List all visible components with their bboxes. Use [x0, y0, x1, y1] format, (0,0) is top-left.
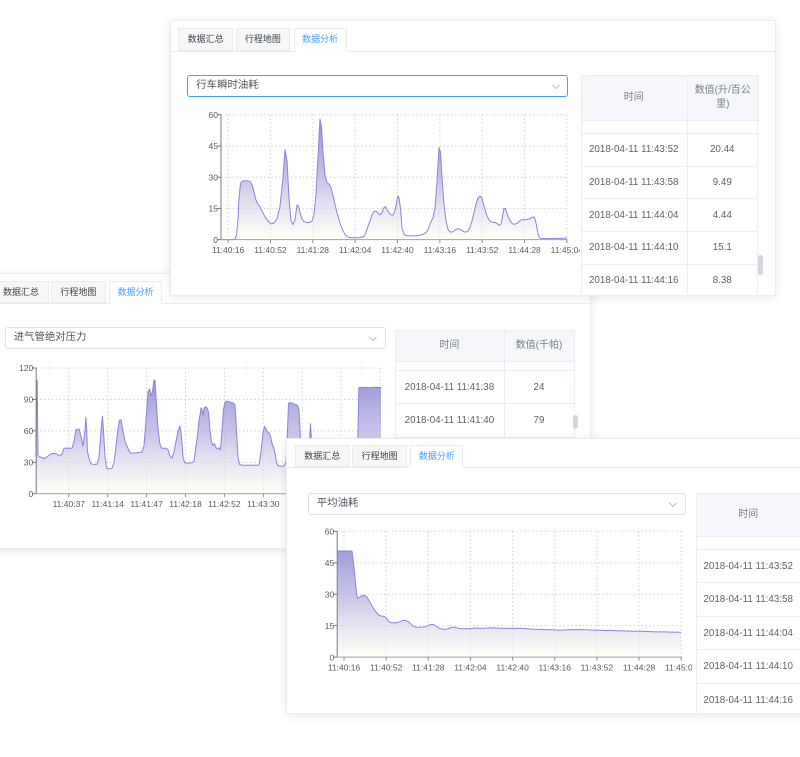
svg-text:30: 30	[24, 458, 34, 468]
svg-text:11:40:16: 11:40:16	[328, 662, 361, 672]
svg-text:11:40:16: 11:40:16	[212, 245, 245, 255]
svg-text:11:45:04: 11:45:04	[665, 662, 692, 672]
svg-text:30: 30	[325, 589, 335, 599]
svg-text:11:42:18: 11:42:18	[169, 499, 202, 509]
svg-text:11:45:04: 11:45:04	[551, 245, 580, 255]
svg-text:11:42:40: 11:42:40	[496, 662, 529, 672]
svg-text:11:43:30: 11:43:30	[247, 499, 280, 509]
svg-text:45: 45	[325, 558, 335, 568]
svg-text:11:43:52: 11:43:52	[581, 662, 614, 672]
svg-text:30: 30	[209, 172, 219, 182]
svg-text:0: 0	[28, 489, 33, 499]
svg-text:15: 15	[209, 204, 219, 214]
svg-text:11:42:52: 11:42:52	[208, 499, 241, 509]
svg-text:11:43:16: 11:43:16	[424, 245, 457, 255]
svg-text:45: 45	[209, 141, 219, 151]
svg-text:11:44:28: 11:44:28	[508, 245, 541, 255]
svg-text:90: 90	[24, 395, 34, 405]
svg-text:11:40:52: 11:40:52	[254, 245, 287, 255]
svg-text:11:40:37: 11:40:37	[53, 499, 86, 509]
svg-text:11:41:14: 11:41:14	[91, 499, 124, 509]
svg-text:11:44:28: 11:44:28	[623, 662, 656, 672]
svg-text:60: 60	[24, 426, 34, 436]
svg-text:11:42:04: 11:42:04	[339, 245, 372, 255]
svg-text:15: 15	[325, 621, 335, 631]
svg-text:11:42:40: 11:42:40	[381, 245, 414, 255]
svg-text:11:40:52: 11:40:52	[370, 662, 403, 672]
svg-text:11:43:16: 11:43:16	[539, 662, 572, 672]
svg-text:60: 60	[325, 527, 335, 537]
svg-text:11:43:52: 11:43:52	[466, 245, 499, 255]
svg-text:0: 0	[329, 652, 334, 662]
svg-text:11:42:04: 11:42:04	[454, 662, 487, 672]
svg-text:11:41:47: 11:41:47	[130, 499, 163, 509]
svg-text:120: 120	[19, 363, 33, 373]
svg-text:60: 60	[209, 110, 219, 120]
svg-text:11:41:28: 11:41:28	[412, 662, 445, 672]
svg-text:0: 0	[213, 235, 218, 245]
svg-text:11:41:28: 11:41:28	[297, 245, 330, 255]
